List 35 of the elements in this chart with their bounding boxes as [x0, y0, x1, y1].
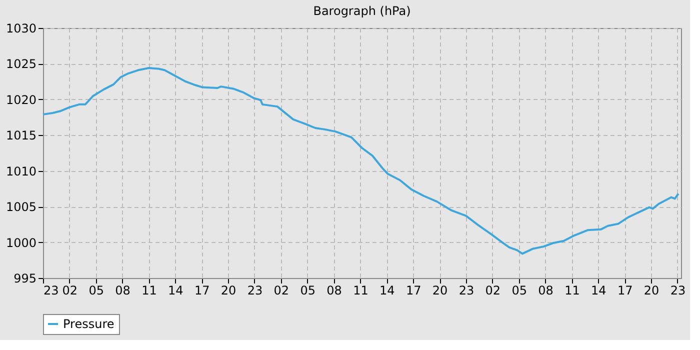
x-tick-label: 02 [485, 284, 501, 298]
y-tick-label: 1005 [6, 200, 36, 214]
x-tick-label: 23 [247, 284, 263, 298]
x-tick-label: 11 [142, 284, 157, 298]
x-tick-label: 23 [458, 284, 474, 298]
y-tick-label: 1000 [6, 236, 36, 250]
y-tick-label: 1025 [6, 57, 36, 72]
x-tick-label: 11 [564, 284, 580, 298]
y-tick-label: 1020 [6, 92, 36, 107]
y-tick-label: 995 [14, 272, 36, 286]
x-tick-label: 08 [538, 284, 554, 298]
x-tick-label: 08 [326, 284, 342, 298]
x-tick-label: 20 [644, 284, 660, 298]
x-tick-label: 05 [300, 284, 316, 298]
x-tick-label: 08 [115, 284, 130, 298]
x-tick-label: 17 [406, 284, 422, 298]
legend-label: Pressure [63, 317, 114, 331]
x-tick-label: 11 [353, 284, 368, 298]
x-tick-label: 14 [591, 284, 606, 298]
chart-title: Barograph (hPa) [313, 4, 411, 18]
y-tick-label: 1010 [6, 164, 36, 178]
x-tick-label: 14 [168, 284, 184, 298]
x-tick-label: 20 [220, 284, 236, 298]
y-tick-label: 1015 [6, 128, 36, 143]
x-tick-label: 17 [617, 284, 633, 298]
x-tick-label: 05 [512, 284, 527, 298]
x-tick-label: 02 [274, 284, 290, 298]
x-tick-label: 17 [194, 284, 210, 298]
x-tick-label: 05 [88, 284, 104, 298]
x-tick-label: 23 [670, 284, 686, 298]
y-tick-label: 1030 [6, 22, 36, 36]
x-tick-label: 02 [62, 284, 78, 298]
x-tick-label: 23 [44, 284, 59, 298]
x-tick-label: 14 [380, 284, 395, 298]
x-tick-label: 20 [432, 284, 448, 298]
